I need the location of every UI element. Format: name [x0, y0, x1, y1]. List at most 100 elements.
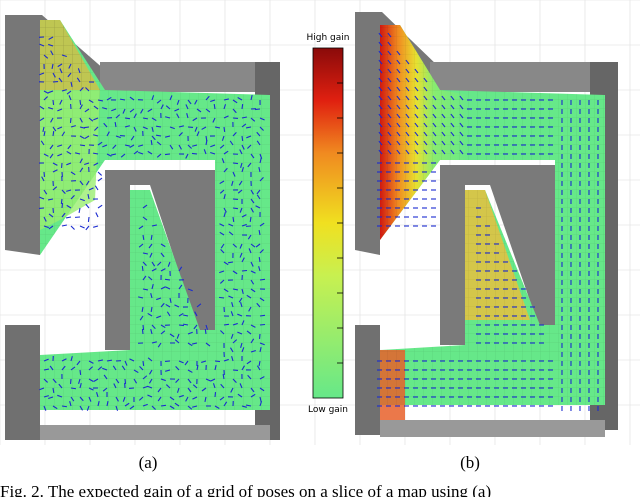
arrow — [151, 341, 157, 344]
arrow — [58, 77, 63, 83]
arrow — [256, 365, 261, 371]
arrow — [41, 176, 45, 182]
arrow — [405, 68, 410, 74]
arrow — [129, 96, 135, 101]
arrow — [396, 77, 401, 83]
arrow — [160, 268, 166, 272]
arrow — [178, 144, 182, 150]
arrow — [441, 140, 446, 146]
arrow — [432, 104, 437, 110]
arrow — [52, 72, 56, 78]
arrow — [102, 367, 108, 371]
arrow — [378, 32, 383, 38]
arrow — [57, 394, 63, 398]
arrow — [79, 225, 85, 229]
arrow — [219, 396, 225, 401]
arrow — [414, 77, 419, 83]
arrow — [49, 365, 54, 371]
arrow — [214, 360, 221, 363]
arrow — [147, 394, 153, 398]
arrow — [378, 77, 383, 83]
arrow — [165, 303, 171, 308]
arrow — [432, 131, 437, 137]
arrow — [405, 77, 410, 83]
arrow — [220, 243, 225, 249]
arrow — [61, 189, 66, 195]
arrow — [222, 373, 225, 380]
arrow — [66, 90, 72, 95]
arrow — [160, 252, 165, 258]
arrow — [201, 360, 207, 363]
arrow — [232, 288, 239, 291]
arrow — [214, 365, 217, 371]
arrow — [174, 304, 180, 308]
arrow — [79, 180, 84, 186]
arrow — [160, 286, 166, 290]
arrow — [194, 99, 198, 105]
arrow — [378, 104, 383, 110]
arrow — [241, 365, 246, 371]
arrow — [66, 204, 72, 209]
arrow — [230, 387, 234, 393]
arrow — [201, 387, 207, 392]
arrow — [102, 144, 108, 148]
arrow — [49, 153, 54, 159]
arrow — [232, 243, 238, 248]
arrow — [43, 153, 49, 157]
arrow — [78, 207, 81, 214]
arrow — [57, 108, 63, 112]
arrow — [194, 311, 198, 317]
arrow — [43, 378, 49, 383]
arrow — [142, 403, 148, 407]
arrow — [129, 405, 135, 410]
arrow — [164, 153, 171, 156]
arrow — [231, 302, 234, 308]
arrow — [52, 378, 57, 384]
arrow — [250, 117, 256, 122]
arrow — [256, 140, 261, 146]
arrow — [141, 265, 144, 272]
arrow — [79, 405, 84, 411]
arrow — [124, 117, 131, 120]
arrow — [246, 294, 252, 299]
arrow — [43, 225, 49, 229]
arrow — [414, 104, 419, 110]
arrow — [259, 314, 266, 317]
arrow — [241, 214, 247, 218]
arrow — [93, 162, 99, 166]
arrow — [441, 131, 446, 137]
arrow — [259, 158, 262, 164]
arrow — [432, 113, 437, 119]
arrow — [259, 222, 265, 227]
arrow — [79, 383, 82, 389]
arrow — [205, 139, 208, 146]
arrow — [256, 194, 261, 200]
arrow — [187, 378, 192, 384]
arrow — [160, 378, 166, 382]
arrow — [155, 125, 162, 128]
arrow — [192, 396, 198, 400]
arrow — [147, 276, 153, 281]
arrow — [239, 383, 243, 389]
arrow — [205, 342, 211, 347]
arrow — [258, 266, 261, 272]
arrow — [111, 108, 117, 112]
arrow — [84, 162, 90, 166]
arrow — [149, 252, 153, 258]
arrow — [414, 68, 419, 74]
arrow — [405, 149, 410, 155]
arrow — [79, 104, 83, 110]
arrow — [110, 153, 117, 156]
arrow — [255, 243, 261, 248]
arrow — [239, 207, 243, 213]
arrow — [250, 338, 255, 344]
arrow — [405, 122, 410, 128]
arrow — [142, 117, 149, 120]
arrow — [432, 140, 437, 146]
arrow — [178, 284, 183, 290]
arrow — [254, 108, 261, 111]
arrow — [43, 189, 48, 195]
arrow — [259, 347, 262, 353]
arrow — [92, 152, 99, 155]
arrow — [241, 167, 244, 173]
